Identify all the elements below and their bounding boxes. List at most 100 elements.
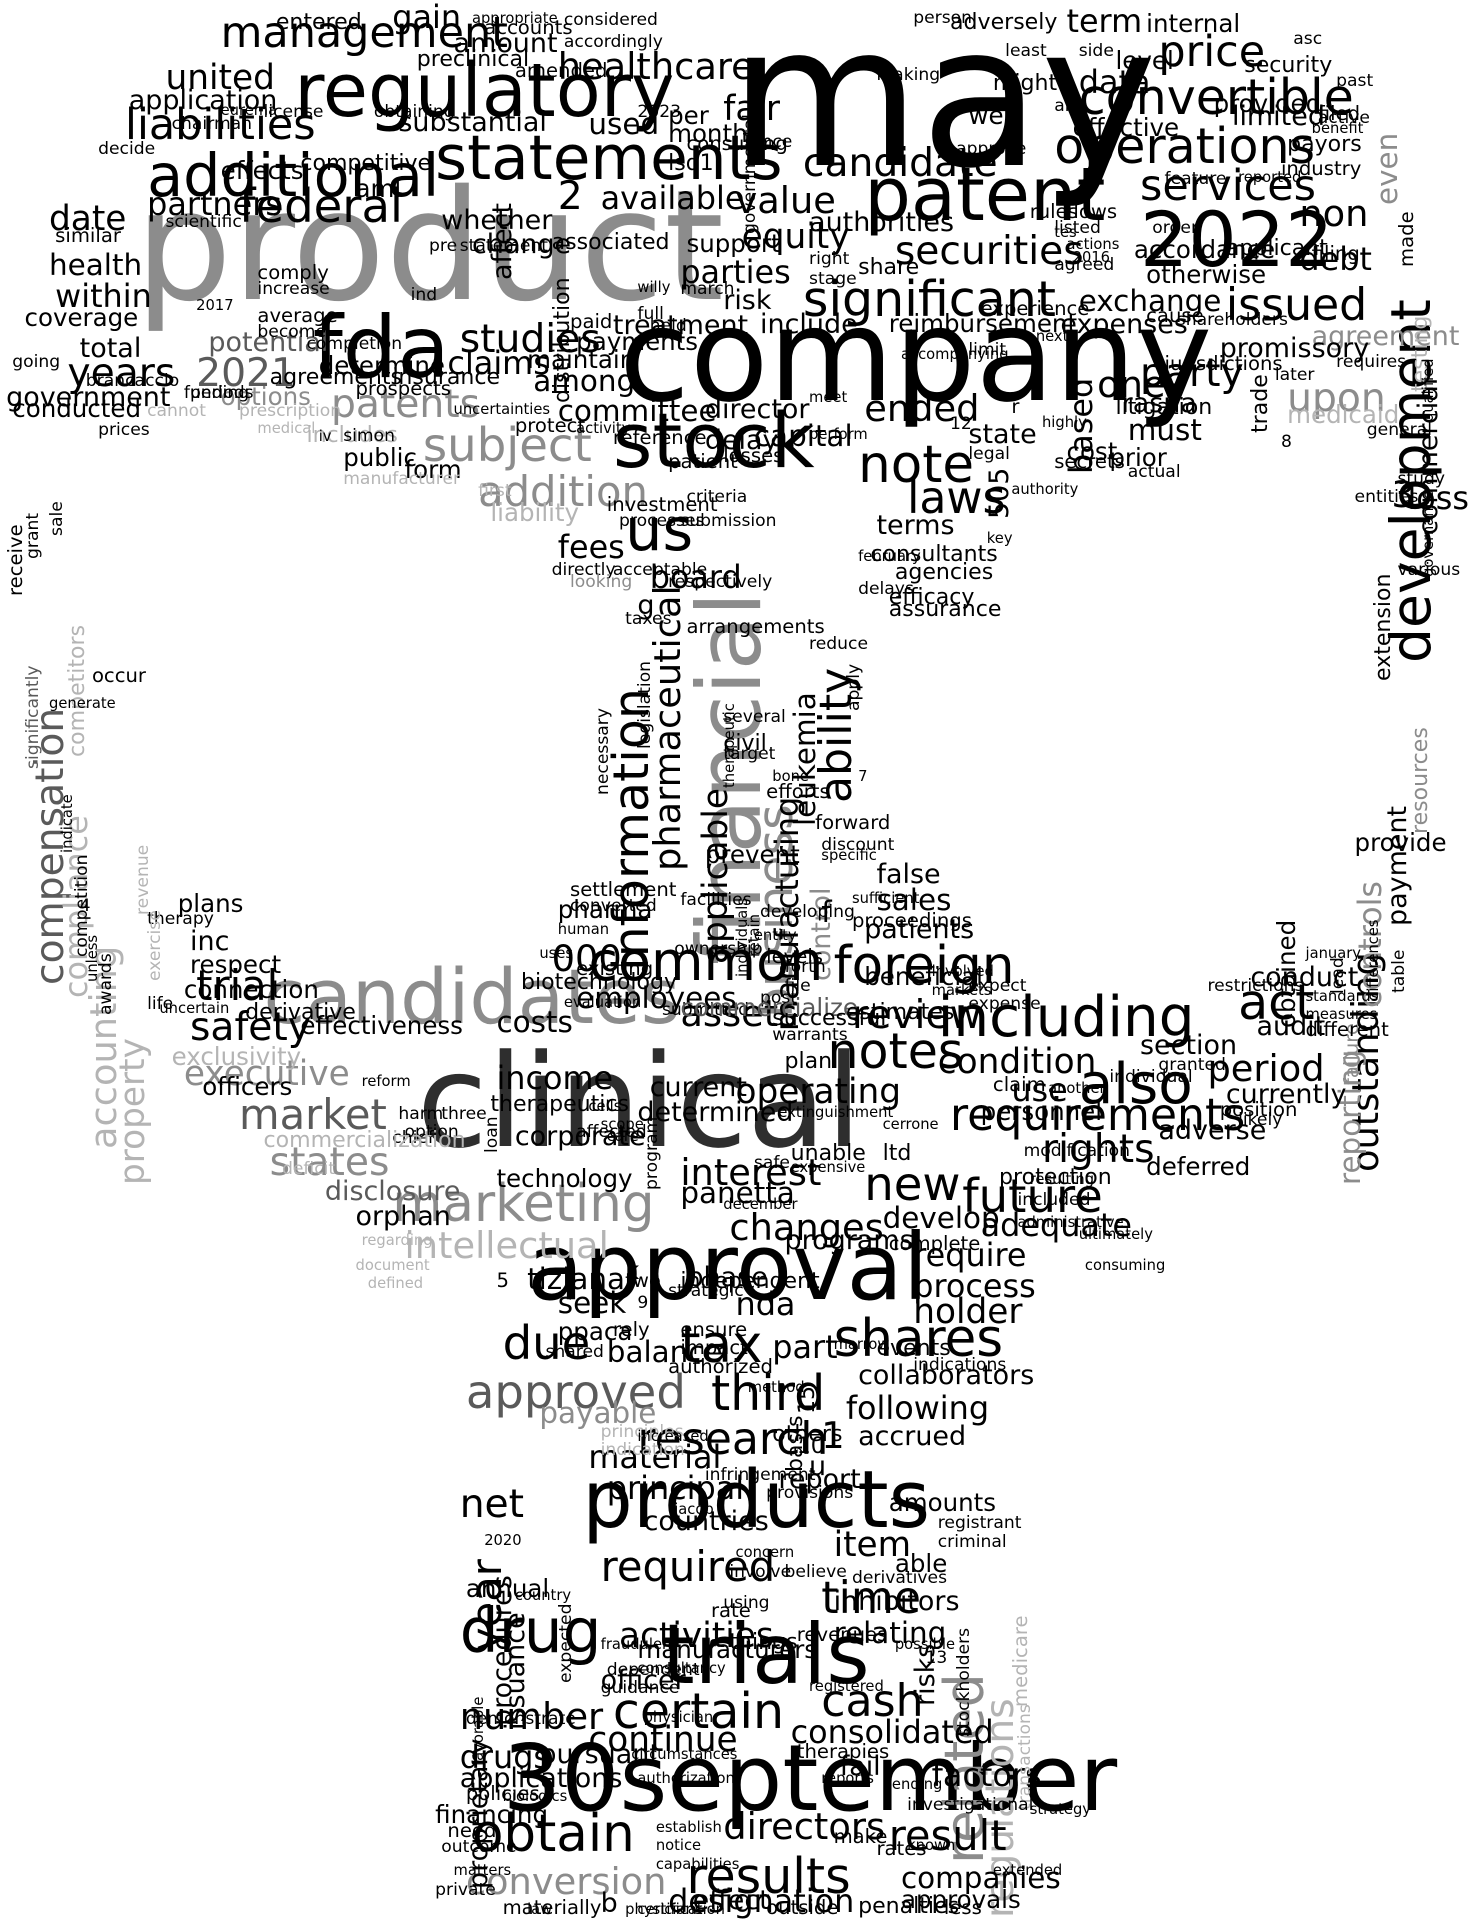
word-addition: addition bbox=[478, 466, 648, 516]
word-number: number bbox=[459, 1694, 604, 1738]
word-investigational: investigational bbox=[907, 1794, 1034, 1815]
word-new: new bbox=[864, 1157, 961, 1212]
word-effects: effects bbox=[220, 155, 304, 185]
word-individual: individual bbox=[1109, 1067, 1193, 1088]
word-ultimately: ultimately bbox=[1078, 1226, 1153, 1244]
word-competitive: competitive bbox=[300, 150, 432, 176]
word-less: less bbox=[943, 1896, 982, 1920]
word-rates: rates bbox=[876, 1837, 927, 1861]
word-therapies: therapies bbox=[796, 1739, 890, 1763]
word-security: security bbox=[1244, 52, 1333, 78]
word-penalties: penalties bbox=[858, 1893, 960, 1919]
word-concern: concern bbox=[735, 1544, 795, 1562]
word-audit: audit bbox=[1256, 1011, 1326, 1043]
word-candidates: candidates bbox=[263, 952, 681, 1042]
word-parties: parties bbox=[680, 252, 791, 291]
word-care: care bbox=[606, 1128, 639, 1146]
word-loss: loss bbox=[1407, 478, 1469, 517]
word-actual: actual bbox=[1127, 462, 1181, 483]
word-delays: delays bbox=[858, 578, 914, 599]
word-medical: medical bbox=[257, 419, 316, 437]
word-consultancy: consultancy bbox=[637, 1660, 726, 1678]
word-indication: indication bbox=[600, 1440, 685, 1461]
word-industry: industry bbox=[1280, 156, 1362, 180]
word-debt: debt bbox=[1299, 240, 1372, 279]
word-option: option bbox=[404, 1122, 459, 1143]
word-prices: prices bbox=[98, 419, 150, 440]
word-file: file bbox=[784, 975, 811, 996]
word-within: within bbox=[55, 277, 152, 316]
word-establish: establish bbox=[655, 1819, 722, 1836]
word-programs: programs bbox=[784, 1225, 914, 1257]
word-sales: sales bbox=[876, 883, 952, 918]
word-target: target bbox=[723, 743, 776, 764]
word-respectively: respectively bbox=[668, 572, 773, 593]
word-levels: levels bbox=[766, 945, 823, 969]
word-directors: directors bbox=[723, 1804, 886, 1848]
word-activity: activity bbox=[576, 419, 631, 437]
word-preclinical: preclinical bbox=[416, 46, 530, 72]
word-board: board bbox=[649, 558, 742, 597]
word-leukemia: leukemia bbox=[787, 691, 822, 826]
word-plan: plan bbox=[784, 1049, 833, 1075]
word-phase: phase bbox=[686, 1261, 768, 1293]
word-operating: operating bbox=[735, 1072, 902, 1113]
word-expected: expected bbox=[555, 1603, 576, 1684]
word-fair: fair bbox=[723, 88, 780, 129]
word-substantial: substantial bbox=[398, 106, 547, 138]
word-505: 505 bbox=[983, 467, 1015, 520]
word-12: 12 bbox=[950, 413, 972, 434]
word-january: january bbox=[1305, 945, 1362, 963]
word-includes: includes bbox=[306, 423, 398, 449]
word-might: might bbox=[992, 71, 1058, 97]
word-commercialize: commercialize bbox=[680, 993, 858, 1023]
word-stock: stock bbox=[612, 396, 815, 486]
word-pursuant: pursuant bbox=[539, 1738, 660, 1770]
word-brancaccio: brancaccio bbox=[85, 370, 180, 391]
word-uncertainties: uncertainties bbox=[453, 401, 551, 419]
word-extinguishment: extinguishment bbox=[778, 1104, 894, 1122]
word-third: third bbox=[710, 1363, 826, 1422]
word-30september: 30september bbox=[502, 1725, 1118, 1832]
word-funding: funding bbox=[183, 382, 250, 403]
word-cost: cost bbox=[1066, 436, 1118, 466]
word-cash: cash bbox=[821, 1676, 924, 1728]
word-cannot: cannot bbox=[147, 401, 207, 422]
word-price: price bbox=[1158, 26, 1266, 77]
word-insurance: insurance bbox=[392, 364, 501, 390]
word-additional: additional bbox=[147, 140, 440, 210]
word-biotechnology: biotechnology bbox=[520, 969, 677, 995]
word-private: private bbox=[435, 1880, 496, 1901]
word-potential: potential bbox=[208, 326, 329, 358]
word-well: well bbox=[968, 100, 1018, 130]
word-life: life bbox=[147, 994, 174, 1015]
word-chief: chief bbox=[392, 1128, 434, 1149]
word-include: include bbox=[760, 308, 858, 340]
word-statement: statement bbox=[459, 236, 549, 257]
word-financing: financing bbox=[435, 1799, 549, 1829]
word-one: one bbox=[1097, 362, 1166, 406]
word-arrangements: arrangements bbox=[686, 615, 825, 639]
word-fees: fees bbox=[557, 527, 625, 566]
word-anti: anti bbox=[1054, 95, 1088, 116]
word-condition: condition bbox=[937, 1041, 1097, 1082]
word-equity: equity bbox=[741, 216, 850, 257]
word-successful: successful bbox=[772, 1006, 887, 1032]
word-employees: employees bbox=[576, 980, 737, 1015]
word-officers: officers bbox=[202, 1072, 293, 1102]
word-report: report bbox=[778, 1463, 861, 1495]
word-trial: trial bbox=[196, 961, 279, 1011]
word-accordingly: accordingly bbox=[563, 32, 663, 53]
word-beneficial: beneficial bbox=[864, 962, 983, 992]
word-outside: outside bbox=[766, 1896, 839, 1920]
word-k: k bbox=[625, 1255, 640, 1285]
word-warrants: warrants bbox=[772, 1024, 848, 1045]
word-efficacy: efficacy bbox=[888, 584, 975, 610]
word-expensive: expensive bbox=[790, 1159, 866, 1177]
word-human: human bbox=[557, 920, 610, 938]
word-revenues: revenues bbox=[796, 1623, 888, 1647]
word-jurisdictions: jurisdictions bbox=[1164, 352, 1283, 376]
word-registered: registered bbox=[809, 1678, 884, 1696]
word-least: least bbox=[1005, 40, 1047, 61]
word-trade: trade bbox=[1248, 374, 1274, 433]
